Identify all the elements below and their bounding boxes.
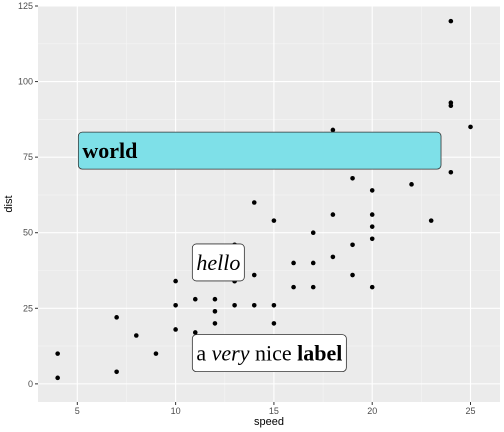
x-tick-label: 5 — [75, 406, 80, 416]
annotation-world: world — [77, 131, 442, 170]
data-point — [212, 321, 218, 326]
data-point — [114, 369, 119, 375]
x-tick-label: 25 — [466, 406, 476, 416]
data-point — [173, 302, 178, 308]
data-point — [448, 100, 454, 106]
data-point — [468, 124, 473, 130]
annotation-text: world — [82, 138, 137, 163]
data-point — [133, 333, 139, 338]
annotation-box — [191, 243, 245, 282]
data-point — [55, 351, 60, 356]
data-point — [55, 375, 60, 381]
data-point — [114, 315, 119, 320]
x-tick-label: 20 — [367, 406, 377, 416]
data-point — [350, 242, 355, 248]
data-point — [271, 218, 277, 223]
annotation-segment: world — [82, 138, 137, 163]
data-point — [291, 284, 296, 290]
annotation-text: hello — [196, 250, 240, 275]
data-point — [173, 278, 178, 284]
data-point — [291, 260, 296, 266]
major-grid — [38, 5, 500, 402]
annotation-box — [191, 334, 347, 373]
data-point — [369, 188, 375, 193]
data-point — [251, 200, 257, 205]
data-point — [448, 18, 454, 24]
y-tick-label: 0 — [28, 379, 33, 389]
data-point — [330, 127, 336, 133]
data-point — [330, 254, 336, 260]
data-point — [232, 302, 237, 308]
data-point — [153, 351, 159, 356]
y-axis: 0 25 50 75 100 125 — [18, 1, 38, 389]
x-tick-label: 15 — [269, 406, 279, 416]
data-point — [350, 272, 355, 278]
annotation-segment: very — [212, 341, 250, 366]
y-tick-label: 100 — [18, 77, 33, 87]
annotation-hello: hello — [191, 243, 245, 282]
data-point — [310, 260, 316, 266]
y-tick-label: 50 — [23, 228, 33, 238]
data-point — [271, 302, 277, 308]
data-point — [369, 224, 375, 229]
data-point — [330, 212, 336, 217]
annotation-segment: nice — [249, 341, 297, 366]
annotations: world hello a very nice label — [77, 131, 442, 373]
data-point — [428, 218, 434, 223]
data-point — [409, 182, 414, 187]
annotation-segment: a — [196, 341, 211, 366]
data-point — [212, 309, 218, 314]
y-axis-title: dist — [3, 195, 15, 212]
minor-grid — [38, 6, 500, 402]
annotation-segment: label — [297, 341, 342, 366]
data-point — [369, 236, 375, 242]
annotation-segment: hello — [196, 250, 240, 275]
x-axis: 5 10 15 20 25 — [75, 402, 476, 416]
data-point — [310, 284, 316, 290]
data-point — [448, 169, 454, 175]
annotation-nice-label: a very nice label — [191, 334, 347, 373]
data-point — [192, 296, 198, 302]
data-point — [369, 284, 375, 290]
x-axis-title: speed — [254, 416, 284, 428]
data-point — [271, 321, 277, 326]
data-point — [251, 302, 257, 308]
data-point — [350, 176, 355, 181]
annotation-text: a very nice label — [196, 341, 342, 366]
data-point — [251, 272, 257, 278]
data-point — [212, 296, 218, 302]
data-point — [173, 327, 178, 332]
data-point — [369, 212, 375, 217]
data-point — [192, 330, 198, 335]
annotation-box — [77, 131, 442, 170]
y-tick-label: 25 — [23, 303, 33, 313]
y-tick-label: 125 — [18, 1, 33, 11]
y-tick-label: 75 — [23, 152, 33, 162]
data-point — [310, 230, 316, 236]
x-tick-label: 10 — [171, 406, 181, 416]
